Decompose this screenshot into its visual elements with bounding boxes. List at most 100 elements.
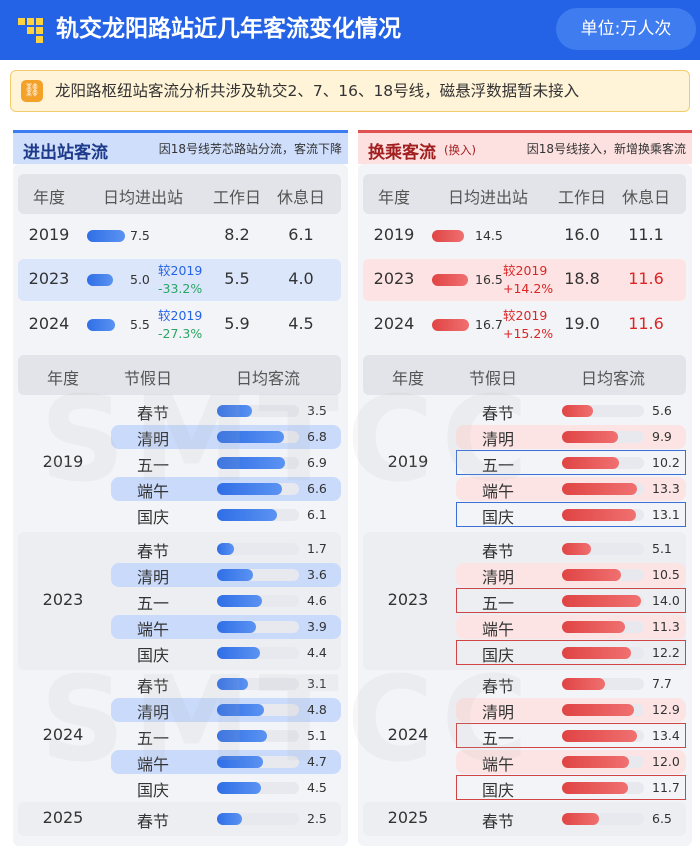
- daily-value: 14.5: [475, 228, 503, 243]
- holiday-value: 7.7: [652, 676, 672, 691]
- holiday-value: 13.1: [652, 507, 680, 522]
- holiday-bar: [562, 678, 606, 690]
- holiday-name: 五一: [481, 456, 514, 475]
- page-title: 轨交龙阳路站近几年客流变化情况: [56, 16, 401, 42]
- holiday-value: 6.1: [307, 507, 327, 522]
- holiday-name: 清明: [481, 430, 514, 449]
- holiday-name: 春节: [481, 812, 514, 831]
- compare-change: -27.3%: [158, 326, 203, 341]
- holiday-value: 6.6: [307, 481, 327, 496]
- weekend-value: 11.6: [628, 269, 664, 288]
- holiday-name: 端午: [481, 755, 514, 774]
- holiday-name: 五一: [481, 594, 514, 613]
- right-table-header: 年度 日均进出站 工作日 休息日: [363, 174, 686, 214]
- daily-value: 5.5: [130, 317, 150, 332]
- holiday-name: 五一: [481, 729, 514, 748]
- holiday-name: 国庆: [481, 781, 514, 800]
- highlight-box: [456, 450, 686, 475]
- holiday-name: 清明: [136, 703, 169, 722]
- weekend-value: 4.5: [288, 314, 314, 333]
- notice-text: 龙阳路枢纽站客流分析共涉及轨交2、7、16、18号线，磁悬浮数据暂未接入: [55, 82, 580, 100]
- holiday-name: 五一: [136, 594, 169, 613]
- year-cell: 2019: [387, 452, 429, 471]
- year-cell: 2024: [373, 314, 415, 333]
- year-cell: 2024: [387, 725, 429, 744]
- holiday-bar: [562, 431, 618, 443]
- notice-banner: ⛓ 龙阳路枢纽站客流分析共涉及轨交2、7、16、18号线，磁悬浮数据暂未接入: [10, 70, 690, 112]
- holiday-value: 12.0: [652, 754, 680, 769]
- holiday-value: 4.4: [307, 645, 327, 660]
- weekday-value: 18.8: [564, 269, 600, 288]
- daily-bar: [432, 319, 469, 331]
- year-cell: 2024: [28, 314, 70, 333]
- weekday-value: 5.5: [224, 269, 250, 288]
- compare-change: +15.2%: [503, 326, 554, 341]
- holiday-name: 国庆: [136, 781, 169, 800]
- holiday-name: 春节: [136, 677, 169, 696]
- holiday-value: 14.0: [652, 593, 680, 608]
- holiday-name: 春节: [136, 404, 169, 423]
- holiday-bar: [562, 647, 631, 659]
- holiday-name: 清明: [136, 568, 169, 587]
- daily-bar: [432, 230, 465, 242]
- year-cell: 2019: [28, 225, 70, 244]
- right-section-title-suffix: (换入): [444, 143, 476, 157]
- holiday-value: 10.5: [652, 567, 680, 582]
- left-section-head: 进出站客流 因18号线芳芯路站分流，客流下降: [13, 130, 348, 164]
- col-daily: 日均进出站: [102, 188, 183, 207]
- col-daily: 日均进出站: [447, 188, 528, 207]
- holiday-value: 3.9: [307, 619, 327, 634]
- holiday-bar: [217, 730, 268, 742]
- holiday-name: 端午: [136, 620, 169, 639]
- left-section-title: 进出站客流: [23, 143, 108, 163]
- holiday-name: 清明: [136, 430, 169, 449]
- daily-bar: [87, 274, 113, 286]
- holiday-bar: [217, 405, 252, 417]
- year-cell: 2019: [42, 452, 84, 471]
- compare-label: 较2019: [158, 308, 203, 323]
- holiday-bar: [562, 621, 626, 633]
- holiday-name: 春节: [136, 542, 169, 561]
- holiday-name: 春节: [481, 404, 514, 423]
- weekend-value: 6.1: [288, 225, 314, 244]
- holiday-name: 五一: [136, 729, 169, 748]
- left-table-header: 年度 日均进出站 工作日 休息日: [18, 174, 341, 214]
- holiday-bar: [217, 431, 285, 443]
- col-weekday: 工作日: [557, 188, 606, 207]
- holiday-value: 11.7: [652, 780, 680, 795]
- compare-change: +14.2%: [503, 281, 554, 296]
- holiday-value: 10.2: [652, 455, 680, 470]
- daily-bar: [432, 274, 469, 286]
- holiday-bar: [562, 704, 635, 716]
- col-year: 年度: [391, 369, 424, 388]
- highlight-box: [456, 588, 686, 613]
- weekend-value: 4.0: [288, 269, 314, 288]
- holiday-value: 3.5: [307, 403, 327, 418]
- weekday-value: 8.2: [224, 225, 250, 244]
- holiday-name: 国庆: [481, 646, 514, 665]
- holiday-bar: [562, 543, 591, 555]
- daily-value: 7.5: [130, 228, 150, 243]
- holiday-bar: [562, 813, 599, 825]
- holiday-name: 端午: [481, 620, 514, 639]
- col-weekday: 工作日: [212, 188, 261, 207]
- year-cell: 2023: [28, 269, 70, 288]
- holiday-bar: [217, 595, 263, 607]
- holiday-value: 13.4: [652, 728, 680, 743]
- holiday-value: 2.5: [307, 811, 327, 826]
- holiday-value: 5.1: [307, 728, 327, 743]
- holiday-value: 3.1: [307, 676, 327, 691]
- holiday-value: 5.1: [652, 541, 672, 556]
- col-holiday-avg: 日均客流: [235, 369, 300, 388]
- daily-bar: [87, 319, 116, 331]
- weekday-value: 16.0: [564, 225, 600, 244]
- bar-track: [217, 543, 299, 555]
- daily-value: 5.0: [130, 272, 150, 287]
- weekday-value: 5.9: [224, 314, 250, 333]
- daily-value: 16.5: [475, 272, 503, 287]
- holiday-bar: [217, 813, 242, 825]
- holiday-bar: [217, 782, 262, 794]
- year-cell: 2025: [387, 808, 429, 827]
- weekend-value: 11.6: [628, 314, 664, 333]
- holiday-name: 清明: [481, 568, 514, 587]
